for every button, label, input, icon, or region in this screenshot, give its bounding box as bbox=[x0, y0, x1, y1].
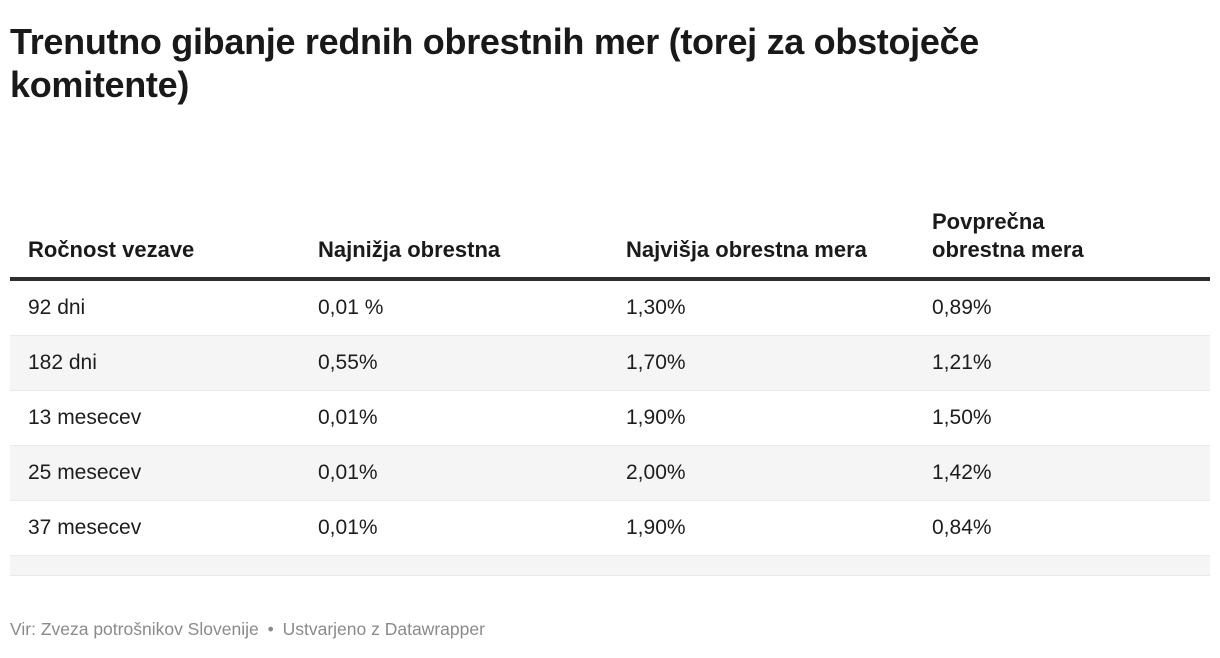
datawrapper-credit-link[interactable]: Ustvarjeno z Datawrapper bbox=[282, 619, 485, 640]
datawrapper-table-chart: Trenutno gibanje rednih obrestnih mer (t… bbox=[10, 21, 1210, 641]
column-header-label: Povprečna obrestna mera bbox=[932, 209, 1084, 262]
source-name: Zveza potrošnikov Slovenije bbox=[40, 619, 259, 640]
cell-rocnost: 92 dni bbox=[10, 279, 308, 336]
cell-rocnost: 182 dni bbox=[10, 335, 308, 391]
table-row: 37 mesecev 0,01% 1,90% 0,84% bbox=[10, 500, 1210, 556]
cell-najnizja: 0,01% bbox=[308, 390, 616, 446]
cell-najnizja: 0,01 % bbox=[308, 279, 616, 336]
table-row: 182 dni 0,55% 1,70% 1,21% bbox=[10, 335, 1210, 391]
table-row: 25 mesecev 0,01% 2,00% 1,42% bbox=[10, 445, 1210, 501]
interest-rates-table: Ročnost vezave Najnižja obrestna Najvišj… bbox=[10, 158, 1210, 577]
table-header: Ročnost vezave Najnižja obrestna Najvišj… bbox=[10, 158, 1210, 282]
table-row: 92 dni 0,01 % 1,30% 0,89% bbox=[10, 279, 1210, 336]
footer-separator: • bbox=[267, 619, 274, 640]
column-header-label: Najnižja obrestna bbox=[318, 236, 501, 262]
cell-povprecna: 0,89% bbox=[922, 279, 1210, 336]
column-header-label: Najvišja obrestna mera bbox=[626, 236, 867, 262]
cell-povprecna: 0,84% bbox=[922, 500, 1210, 556]
source-label: Vir: bbox=[10, 619, 36, 640]
cell-povprecna: 1,21% bbox=[922, 335, 1210, 391]
column-header-label: Ročnost vezave bbox=[28, 236, 195, 262]
cell-najvisja: 1,70% bbox=[616, 335, 922, 391]
column-header-najnizja-obrestna: Najnižja obrestna bbox=[308, 158, 616, 282]
chart-title: Trenutno gibanje rednih obrestnih mer (t… bbox=[10, 21, 980, 106]
table-body: 92 dni 0,01 % 1,30% 0,89% 182 dni 0,55% … bbox=[10, 279, 1210, 577]
column-header-najvisja-obrestna-mera: Najvišja obrestna mera bbox=[616, 158, 922, 282]
cell-povprecna: 1,50% bbox=[922, 390, 1210, 446]
column-header-rocnost-vezave: Ročnost vezave bbox=[10, 158, 308, 282]
column-header-povprecna-obrestna-mera: Povprečna obrestna mera bbox=[922, 158, 1210, 282]
cell-najnizja: 0,01% bbox=[308, 500, 616, 556]
cell-najvisja: 1,30% bbox=[616, 279, 922, 336]
table-row: 13 mesecev 0,01% 1,90% 1,50% bbox=[10, 390, 1210, 446]
cell-najvisja: 1,90% bbox=[616, 500, 922, 556]
cell-najnizja: 0,55% bbox=[308, 335, 616, 391]
cell-rocnost: 37 mesecev bbox=[10, 500, 308, 556]
cell-najvisja: 1,90% bbox=[616, 390, 922, 446]
cell-rocnost: 13 mesecev bbox=[10, 390, 308, 446]
cell-povprecna: 1,42% bbox=[922, 445, 1210, 501]
cell-rocnost: 25 mesecev bbox=[10, 445, 308, 501]
table-row-partial bbox=[10, 555, 1210, 577]
cell-najvisja: 2,00% bbox=[616, 445, 922, 501]
header-row: Ročnost vezave Najnižja obrestna Najvišj… bbox=[10, 158, 1210, 282]
cell-najnizja: 0,01% bbox=[308, 445, 616, 501]
chart-footer: Vir: Zveza potrošnikov Slovenije • Ustva… bbox=[10, 618, 1210, 641]
